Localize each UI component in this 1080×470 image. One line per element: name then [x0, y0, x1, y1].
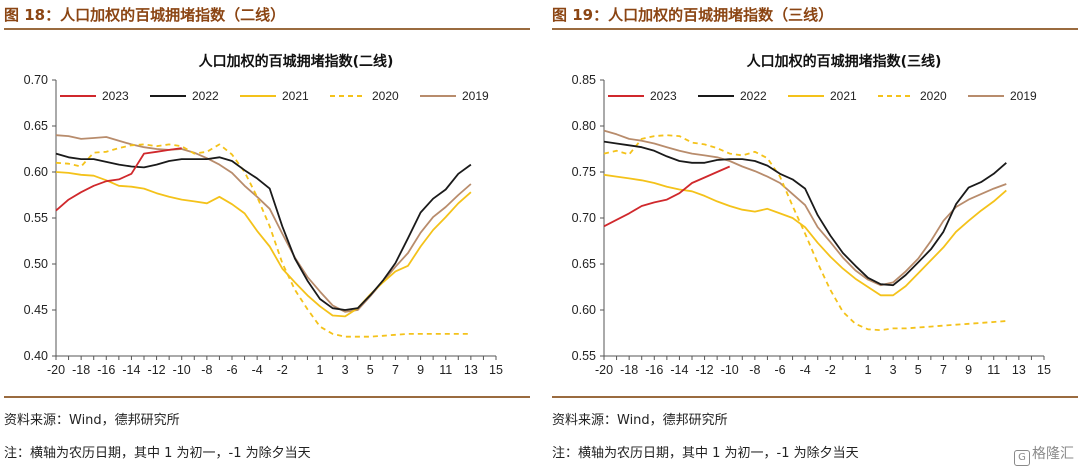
y-tick-label: 0.70 — [24, 73, 48, 87]
y-tick-label: 0.40 — [24, 349, 48, 363]
x-tick-label: -6 — [226, 363, 237, 377]
x-tick-label: 11 — [439, 363, 452, 377]
x-tick-label: 15 — [489, 363, 503, 377]
x-tick-label: -10 — [173, 363, 191, 377]
x-tick-label: -4 — [252, 363, 263, 377]
series-line-2023 — [603, 165, 731, 228]
legend-label-2019: 2019 — [462, 89, 489, 103]
x-tick-label: -18 — [620, 363, 638, 377]
figure-title: 图 18：人口加权的百城拥堵指数（二线） — [4, 6, 286, 24]
x-tick-label: -6 — [774, 363, 785, 377]
legend-label-2023: 2023 — [650, 89, 677, 103]
x-tick-label: -14 — [122, 363, 140, 377]
x-tick-label: -10 — [721, 363, 739, 377]
legend-label-2022: 2022 — [740, 89, 767, 103]
y-tick-label: 0.45 — [24, 303, 48, 317]
x-tick-label: -20 — [595, 363, 613, 377]
x-tick-label: 11 — [987, 363, 1000, 377]
figure-panel-left: 图 18：人口加权的百城拥堵指数（二线） 人口加权的百城拥堵指数(二线) 0.40… — [4, 0, 530, 470]
y-tick-label: 0.55 — [572, 349, 596, 363]
legend-label-2020: 2020 — [372, 89, 399, 103]
chart-title: 人口加权的百城拥堵指数(二线) — [199, 53, 394, 70]
chart-title: 人口加权的百城拥堵指数(三线) — [747, 53, 942, 70]
x-tick-label: 9 — [965, 363, 972, 377]
series-line-2021 — [603, 173, 1007, 297]
y-tick-label: 0.80 — [572, 119, 596, 133]
watermark: G 格隆汇 — [1014, 443, 1074, 466]
x-tick-label: 3 — [890, 363, 897, 377]
source-text: 资料来源：Wind，德邦研究所 — [4, 413, 180, 428]
x-tick-label: 5 — [367, 363, 374, 377]
note-text: 注：横轴为农历日期，其中 1 为初一，-1 为除夕当天 — [4, 446, 311, 461]
x-tick-label: 15 — [1037, 363, 1051, 377]
x-tick-label: -4 — [800, 363, 811, 377]
top-divider — [552, 28, 1078, 30]
watermark-text: 格隆汇 — [1032, 446, 1074, 462]
y-tick-label: 0.85 — [572, 73, 596, 87]
x-tick-label: 5 — [915, 363, 922, 377]
legend-label-2021: 2021 — [830, 89, 857, 103]
x-tick-label: 13 — [464, 363, 478, 377]
line-chart: 人口加权的百城拥堵指数(二线) 0.40 0.45 0.50 0.55 0.60 0.65 0… — [24, 53, 503, 377]
x-tick-label: 1 — [317, 363, 324, 377]
series-line-2020 — [603, 134, 1007, 332]
x-tick-label: 7 — [392, 363, 399, 377]
series-line-2019 — [55, 134, 472, 313]
y-tick-label: 0.50 — [24, 257, 48, 271]
y-tick-label: 0.70 — [572, 211, 596, 225]
x-tick-label: 7 — [940, 363, 947, 377]
series-line-2019 — [603, 129, 1007, 287]
x-tick-label: -12 — [148, 363, 166, 377]
x-tick-label: 9 — [417, 363, 424, 377]
note-text: 注：横轴为农历日期，其中 1 为初一，-1 为除夕当天 — [552, 446, 859, 461]
x-tick-label: -16 — [645, 363, 663, 377]
x-tick-label: -18 — [72, 363, 90, 377]
legend-label-2019: 2019 — [1010, 89, 1037, 103]
x-tick-label: 3 — [342, 363, 349, 377]
x-tick-label: -2 — [277, 363, 288, 377]
y-tick-label: 0.75 — [572, 165, 596, 179]
series-line-2022 — [603, 140, 1007, 287]
legend-label-2023: 2023 — [102, 89, 129, 103]
line-chart: 人口加权的百城拥堵指数(三线) 0.55 0.60 0.65 0.70 0.75 0.80 0… — [572, 53, 1051, 377]
bottom-divider — [4, 396, 530, 398]
x-tick-label: -8 — [201, 363, 212, 377]
figure-panel-right: 图 19：人口加权的百城拥堵指数（三线） 人口加权的百城拥堵指数(三线) 0.55… — [552, 0, 1078, 470]
series-line-2023 — [55, 147, 182, 212]
x-tick-label: 1 — [865, 363, 872, 377]
x-tick-label: -2 — [825, 363, 836, 377]
x-tick-label: -20 — [47, 363, 65, 377]
y-tick-label: 0.60 — [24, 165, 48, 179]
series-line-2020 — [55, 143, 471, 338]
y-tick-label: 0.55 — [24, 211, 48, 225]
y-tick-label: 0.65 — [24, 119, 48, 133]
source-text: 资料来源：Wind，德邦研究所 — [552, 413, 728, 428]
series-line-2021 — [55, 171, 472, 318]
figure-title: 图 19：人口加权的百城拥堵指数（三线） — [552, 6, 834, 24]
brand-logo-icon: G — [1014, 450, 1030, 466]
x-tick-label: -16 — [97, 363, 115, 377]
legend-label-2021: 2021 — [282, 89, 309, 103]
bottom-divider — [552, 396, 1078, 398]
series-line-2022 — [55, 152, 472, 311]
x-tick-label: -8 — [749, 363, 760, 377]
x-tick-label: 13 — [1012, 363, 1026, 377]
x-tick-label: -14 — [670, 363, 688, 377]
x-tick-label: -12 — [696, 363, 714, 377]
top-divider — [4, 28, 530, 30]
legend-label-2020: 2020 — [920, 89, 947, 103]
y-tick-label: 0.65 — [572, 257, 596, 271]
y-tick-label: 0.60 — [572, 303, 596, 317]
legend-label-2022: 2022 — [192, 89, 219, 103]
